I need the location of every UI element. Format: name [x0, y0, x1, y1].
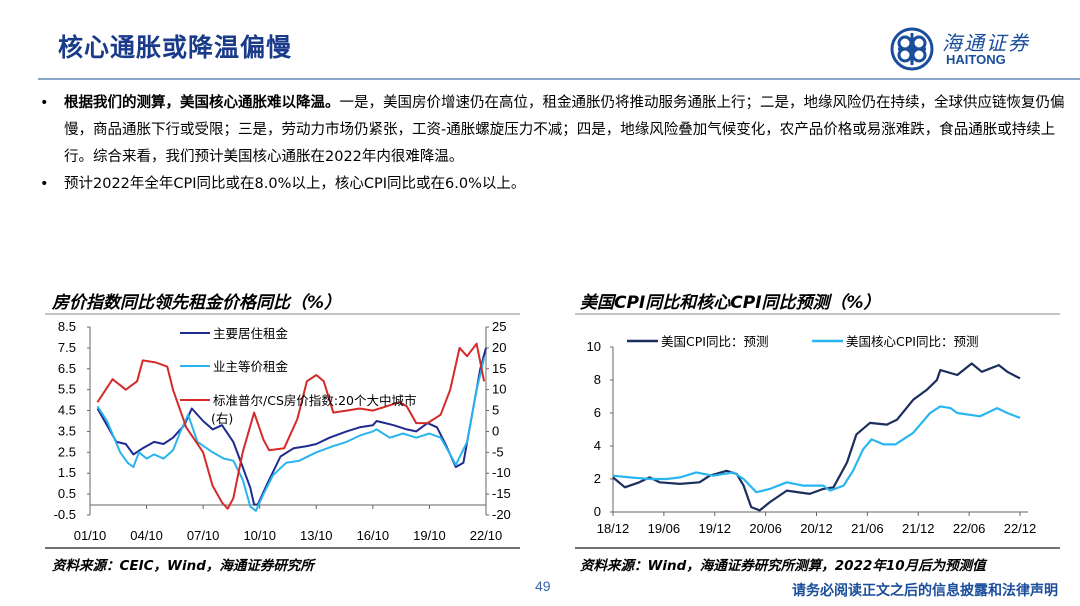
y-right-tick-label: -5	[492, 444, 504, 459]
x-tick-label: 21/12	[902, 521, 935, 536]
bullet-text: 一是，美国房价增速仍在高位，租金通胀仍将推动服务通胀上行；二是，地缘风险仍在持续…	[64, 95, 1065, 165]
series-line-0	[96, 347, 487, 506]
page-number: 49	[535, 578, 551, 594]
series-line-1	[96, 358, 486, 512]
haitong-emblem-icon	[890, 27, 934, 71]
x-tick-label: 22/10	[470, 528, 503, 543]
left-chart-title: 房价指数同比领先租金价格同比（%）	[52, 293, 342, 313]
x-tick-label: 01/10	[74, 528, 107, 543]
x-tick-label: 19/10	[413, 528, 446, 543]
bullet-bold-lead: 根据我们的测算，美国核心通胀难以降温。	[64, 95, 340, 111]
bullet-list: 根据我们的测算，美国核心通胀难以降温。一是，美国房价增速仍在高位，租金通胀仍将推…	[40, 90, 1070, 198]
y-tick-label: 7.5	[58, 340, 76, 355]
y-right-tick-label: 25	[492, 319, 506, 334]
left-chart-source: 资料来源：CEIC，Wind，海通证券研究所	[52, 558, 314, 574]
x-tick-label: 18/12	[597, 521, 630, 536]
y-right-tick-label: 5	[492, 403, 499, 418]
x-tick-label: 20/06	[749, 521, 782, 536]
y-right-tick-label: -20	[492, 507, 511, 522]
right-chart-title: 美国CPI同比和核心CPI同比预测（%）	[580, 293, 881, 313]
y-tick-label: 10	[587, 339, 601, 354]
x-tick-label: 13/10	[300, 528, 333, 543]
right-chart: 10 8 6 4 2 0 18/12 19/06 19/12 20/06 20/12 21/06 21/…	[587, 334, 1037, 536]
y-tick-label: 4	[594, 438, 601, 453]
legend-label: 美国CPI同比：预测	[661, 334, 768, 349]
series-line-2	[96, 342, 486, 510]
legend-label: 业主等价租金	[213, 359, 289, 374]
series-line-1	[612, 405, 1021, 494]
y-tick-label: -0.5	[54, 507, 76, 522]
logo-text-en: HAITONG	[946, 52, 1006, 67]
bullet-item: 预计2022年全年CPI同比或在8.0%以上，核心CPI同比或在6.0%以上。	[40, 171, 1070, 198]
right-chart-source: 资料来源：Wind，海通证券研究所测算，2022年10月后为预测值	[580, 558, 986, 574]
x-tick-label: 19/06	[648, 521, 681, 536]
haitong-logo: 海通证券 HAITONG	[890, 27, 1050, 71]
y-tick-label: 0.5	[58, 486, 76, 501]
y-tick-label: 5.5	[58, 382, 76, 397]
legend-label: 主要居住租金	[213, 326, 289, 341]
header-divider	[38, 78, 1080, 80]
series-line-0	[612, 362, 1021, 512]
disclaimer: 请务必阅读正文之后的信息披露和法律声明	[792, 583, 1058, 599]
logo-text-cn: 海通证券	[942, 31, 1030, 55]
x-tick-label: 07/10	[187, 528, 220, 543]
left-chart: 8.5 7.5 6.5 5.5 4.5 3.5 2.5 1.5 0.5 -0.5 25 20 15 10 5…	[54, 319, 511, 543]
x-tick-label: 19/12	[698, 521, 731, 536]
y-right-tick-label: 10	[492, 382, 506, 397]
y-tick-label: 3.5	[58, 423, 76, 438]
bullet-text: 预计2022年全年CPI同比或在8.0%以上，核心CPI同比或在6.0%以上。	[64, 176, 526, 192]
y-tick-label: 6	[594, 405, 601, 420]
y-right-tick-label: 15	[492, 361, 506, 376]
y-right-tick-label: -15	[492, 486, 511, 501]
x-tick-label: 10/10	[243, 528, 276, 543]
legend-label: 标准普尔/CS房价指数:20个大中城市	[213, 393, 417, 408]
x-tick-label: 21/06	[851, 521, 884, 536]
x-tick-label: 20/12	[800, 521, 833, 536]
legend-note: (右)	[211, 411, 233, 426]
y-right-tick-label: -10	[492, 465, 511, 480]
y-tick-label: 4.5	[58, 403, 76, 418]
y-right-tick-label: 0	[492, 423, 499, 438]
x-tick-label: 22/12	[1004, 521, 1037, 536]
x-tick-label: 04/10	[130, 528, 163, 543]
y-right-tick-label: 20	[492, 340, 506, 355]
page-title: 核心通胀或降温偏慢	[58, 33, 293, 62]
y-tick-label: 8	[594, 372, 601, 387]
x-tick-label: 22/06	[953, 521, 986, 536]
y-tick-label: 8.5	[58, 319, 76, 334]
y-tick-label: 2.5	[58, 444, 76, 459]
bullet-item: 根据我们的测算，美国核心通胀难以降温。一是，美国房价增速仍在高位，租金通胀仍将推…	[40, 90, 1070, 171]
y-tick-label: 1.5	[58, 465, 76, 480]
y-tick-label: 2	[594, 471, 601, 486]
legend-label: 美国核心CPI同比：预测	[846, 334, 978, 349]
x-tick-label: 16/10	[357, 528, 390, 543]
y-tick-label: 0	[594, 504, 601, 519]
y-tick-label: 6.5	[58, 361, 76, 376]
